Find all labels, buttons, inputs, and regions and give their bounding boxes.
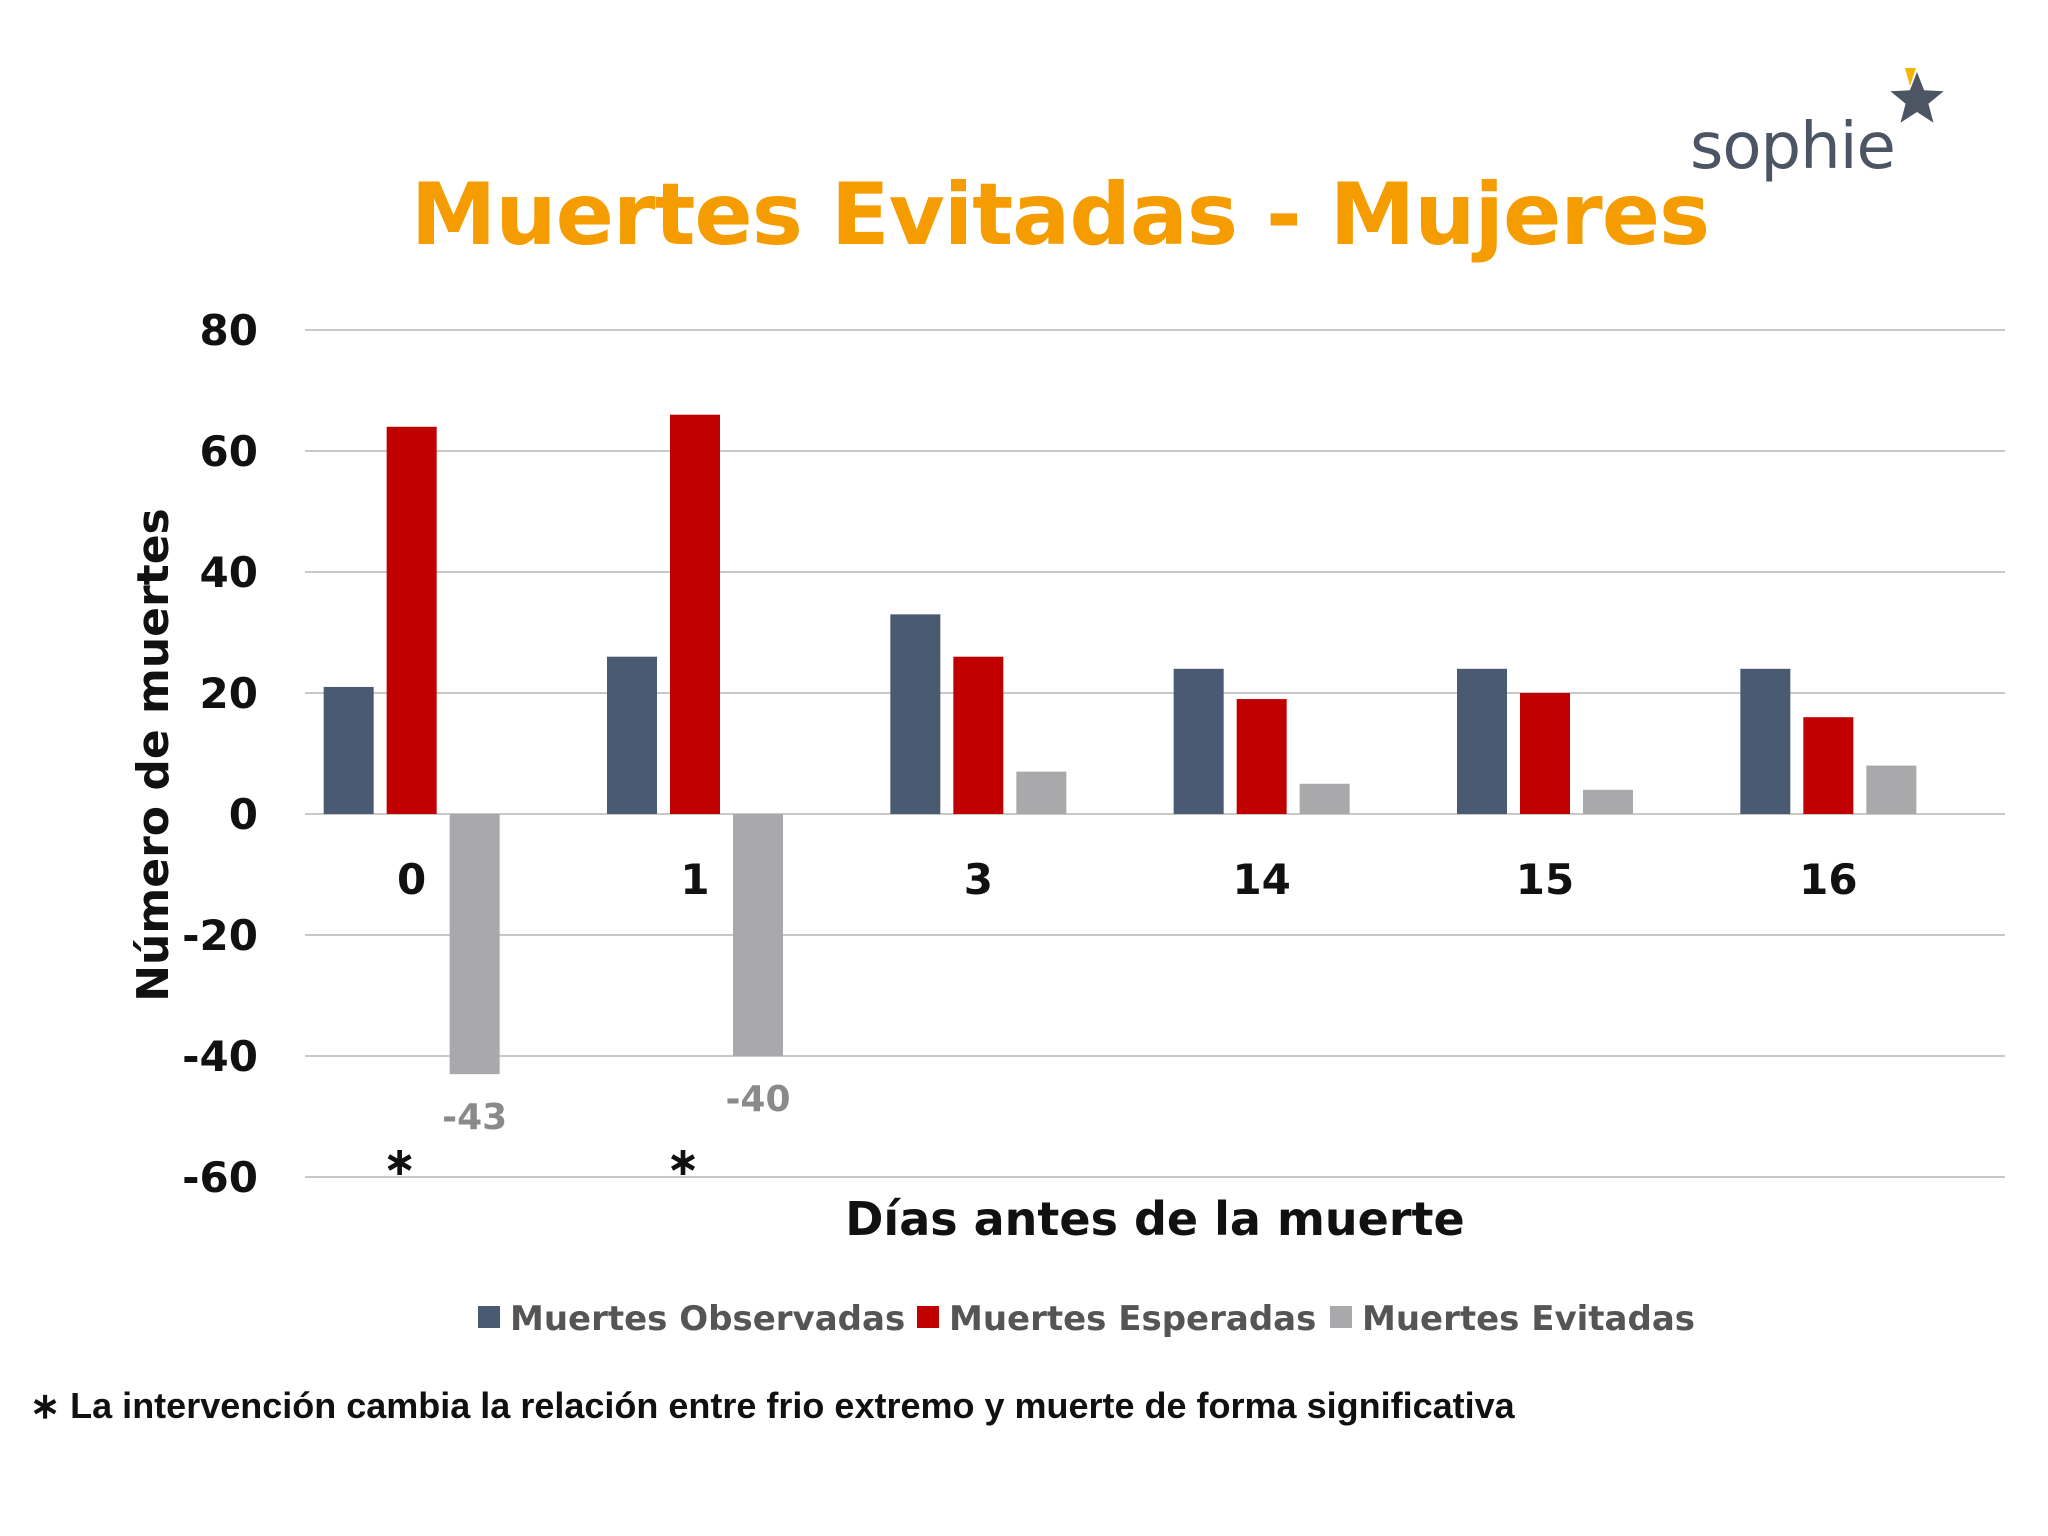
bar-muertes-observadas xyxy=(323,686,374,814)
y-tick-label: -20 xyxy=(182,911,258,960)
y-tick-label: 20 xyxy=(200,669,258,718)
bar-muertes-observadas xyxy=(1740,668,1791,814)
x-tick-label: 3 xyxy=(964,855,993,904)
y-tick-label: 0 xyxy=(229,790,258,839)
logo xyxy=(1890,68,1944,123)
x-axis-label: Días antes de la muerte xyxy=(845,1192,1464,1246)
data-label: -40 xyxy=(725,1079,790,1120)
x-tick-label: 1 xyxy=(680,855,709,904)
data-label: -43 xyxy=(442,1097,507,1138)
footnote-mark: ∗ xyxy=(30,1385,61,1426)
significance-mark: ∗ xyxy=(666,1139,700,1185)
x-tick-label: 0 xyxy=(397,855,426,904)
accent-icon xyxy=(1905,68,1916,86)
bar-muertes-evitadas xyxy=(449,814,500,1075)
legend-swatch xyxy=(1330,1306,1352,1328)
x-tick-label: 15 xyxy=(1516,855,1574,904)
legend-label: Muertes Observadas xyxy=(510,1299,905,1339)
footnote-text: La intervención cambia la relación entre… xyxy=(70,1385,1515,1426)
bars xyxy=(323,414,1917,1075)
grid xyxy=(305,329,2005,1178)
x-tick-label: 14 xyxy=(1232,855,1290,904)
y-tick-label: -40 xyxy=(182,1032,258,1081)
y-tick-label: 80 xyxy=(200,306,258,355)
bar-muertes-observadas xyxy=(1173,668,1224,814)
bar-muertes-esperadas xyxy=(386,426,437,814)
bar-muertes-esperadas xyxy=(1520,693,1570,814)
bar-muertes-observadas xyxy=(890,614,941,814)
legend-swatch xyxy=(478,1306,500,1328)
y-axis-label: Número de muertes xyxy=(128,508,179,1002)
star-icon xyxy=(1890,72,1944,123)
bar-muertes-evitadas xyxy=(1866,765,1917,814)
logo-text: sophie xyxy=(1690,110,1896,184)
bar-muertes-observadas xyxy=(1457,668,1507,814)
legend-swatch xyxy=(917,1306,939,1328)
y-tick-label: 60 xyxy=(200,427,258,476)
y-tick-label: 40 xyxy=(200,548,258,597)
bar-muertes-esperadas xyxy=(670,414,720,814)
y-tick-label: -60 xyxy=(182,1153,258,1202)
significance-mark: ∗ xyxy=(383,1139,417,1185)
bar-muertes-evitadas xyxy=(733,814,783,1056)
bar-muertes-esperadas xyxy=(1803,717,1854,814)
x-tick-label: 16 xyxy=(1799,855,1857,904)
bar-muertes-esperadas xyxy=(1236,699,1287,814)
legend-label: Muertes Esperadas xyxy=(949,1299,1316,1339)
legend: Muertes Observadas Muertes Esperadas Muert… xyxy=(478,1299,1695,1339)
footnote: ∗ La intervención cambia la relación entr… xyxy=(30,1385,1515,1427)
bar-muertes-esperadas xyxy=(953,656,1004,814)
bar-muertes-evitadas xyxy=(1583,789,1633,814)
legend-label: Muertes Evitadas xyxy=(1362,1299,1695,1339)
bar-muertes-evitadas xyxy=(1299,783,1350,814)
bar-muertes-observadas xyxy=(607,656,657,814)
bar-muertes-evitadas xyxy=(1016,771,1067,814)
chart-title: Muertes Evitadas - Mujeres xyxy=(410,165,1710,265)
